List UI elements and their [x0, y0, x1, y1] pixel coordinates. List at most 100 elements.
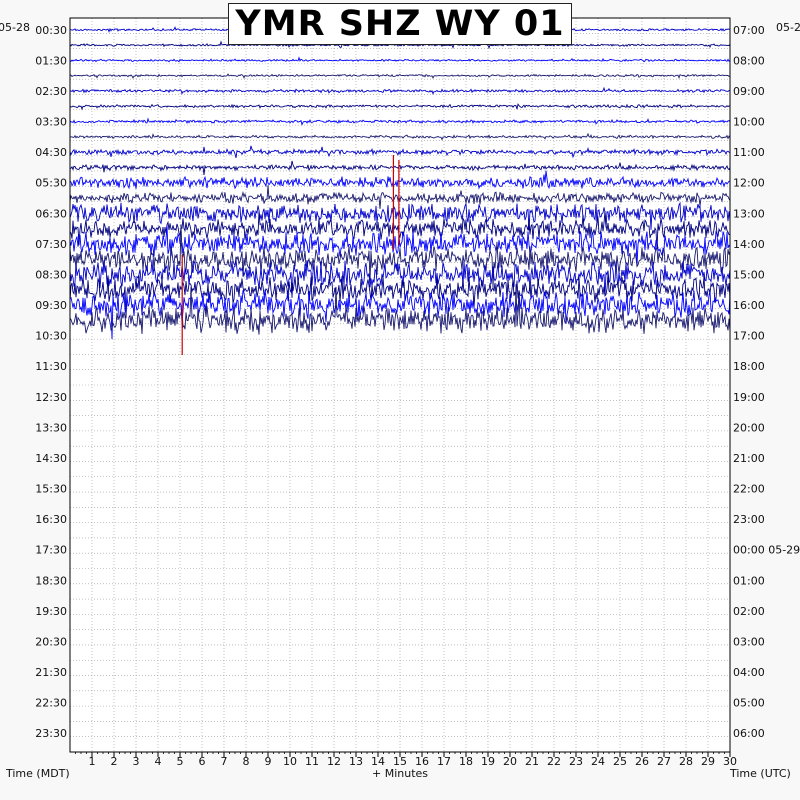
x-tick-label: 7 [221, 755, 228, 768]
right-tick-label: 09:00 [733, 85, 765, 98]
x-tick-label: 30 [723, 755, 737, 768]
left-tick-label: 09:30 [35, 299, 67, 312]
x-tick-label: 1 [89, 755, 96, 768]
x-tick-label: 19 [481, 755, 495, 768]
x-tick-label: 9 [265, 755, 272, 768]
seismic-trace [69, 103, 731, 111]
seismic-trace [69, 284, 731, 335]
left-tick-label: 13:30 [35, 421, 67, 434]
right-tick-label: 02:00 [733, 605, 765, 618]
left-tick-label: 23:30 [35, 727, 67, 740]
x-axis-label: + Minutes [372, 767, 428, 780]
left-tick-label: 05:30 [35, 177, 67, 190]
left-tick-label: 20:30 [35, 635, 67, 648]
right-tick-label: 12:00 [733, 177, 765, 190]
right-tick-label: 13:00 [733, 207, 765, 220]
left-tick-label: 12:30 [35, 391, 67, 404]
x-tick-label: 26 [635, 755, 649, 768]
left-tick-label: 10:30 [35, 330, 67, 343]
seismic-trace [69, 73, 731, 79]
x-tick-label: 23 [569, 755, 583, 768]
left-tick-label: 21:30 [35, 666, 67, 679]
x-tick-label: 8 [243, 755, 250, 768]
x-tick-label: 5 [177, 755, 184, 768]
left-tick-label: 17:30 [35, 544, 67, 557]
right-tick-label: 03:00 [733, 635, 765, 648]
left-tick-label: 04:30 [35, 146, 67, 159]
x-tick-label: 2 [111, 755, 118, 768]
x-tick-label: 11 [305, 755, 319, 768]
right-tick-label: 06:00 [733, 727, 765, 740]
x-tick-label: 24 [591, 755, 605, 768]
x-tick-label: 29 [701, 755, 715, 768]
left-tick-label: 18:30 [35, 574, 67, 587]
x-tick-label: 28 [679, 755, 693, 768]
right-tick-label: 14:00 [733, 238, 765, 251]
seismic-trace [69, 224, 731, 288]
trace-group [69, 26, 731, 355]
right-tick-label: 22:00 [733, 483, 765, 496]
right-tick-label: 11:00 [733, 146, 765, 159]
left-tick-label: 00:30 [35, 24, 67, 37]
x-tick-label: 18 [459, 755, 473, 768]
left-tick-label: 16:30 [35, 513, 67, 526]
seismic-trace [69, 86, 731, 95]
left-tick-label: 02:30 [35, 85, 67, 98]
x-tick-label: 6 [199, 755, 206, 768]
right-tick-label: 21:00 [733, 452, 765, 465]
left-tick-label: 22:30 [35, 697, 67, 710]
left-tick-label: 07:30 [35, 238, 67, 251]
x-tick-label: 22 [547, 755, 561, 768]
x-tick-label: 15 [393, 755, 407, 768]
right-tick-label: 10:00 [733, 116, 765, 129]
seismic-trace [69, 132, 731, 141]
x-tick-label: 16 [415, 755, 429, 768]
right-tick-label: 19:00 [733, 391, 765, 404]
x-tick-label: 25 [613, 755, 627, 768]
left-tick-label: 06:30 [35, 207, 67, 220]
right-tick-label: 16:00 [733, 299, 765, 312]
left-tick-label: 15:30 [35, 483, 67, 496]
right-axis-label: Time (UTC) [729, 767, 791, 780]
left-tick-label: 03:30 [35, 116, 67, 129]
right-tick-label: 15:00 [733, 268, 765, 281]
x-tick-label: 13 [349, 755, 363, 768]
grid-lines [70, 17, 730, 753]
right-tick-label: 05:00 [733, 697, 765, 710]
right-date-label: 05-2 [776, 21, 800, 34]
left-tick-label: 08:30 [35, 268, 67, 281]
x-tick-label: 12 [327, 755, 341, 768]
x-tick-label: 3 [133, 755, 140, 768]
x-tick-label: 21 [525, 755, 539, 768]
left-date-label: 05-28 [0, 21, 30, 34]
x-tick-label: 14 [371, 755, 385, 768]
right-tick-label: 04:00 [733, 666, 765, 679]
x-tick-label: 20 [503, 755, 517, 768]
right-tick-label: 01:00 [733, 574, 765, 587]
seismic-trace [69, 145, 731, 159]
right-tick-label: 18:00 [733, 360, 765, 373]
right-tick-label: 17:00 [733, 330, 765, 343]
x-tick-label: 17 [437, 755, 451, 768]
chart-title: YMR SHZ WY 01 [228, 3, 572, 45]
seismic-trace [69, 40, 731, 50]
right-tick-label: 08:00 [733, 54, 765, 67]
left-axis-label: Time (MDT) [5, 767, 70, 780]
seismic-trace [69, 289, 731, 340]
right-tick-label: 00:00 05-29 [733, 544, 800, 557]
seismic-trace [69, 117, 731, 126]
seismic-trace [69, 259, 731, 298]
seismic-trace [69, 56, 731, 63]
x-tick-label: 27 [657, 755, 671, 768]
right-tick-label: 07:00 [733, 24, 765, 37]
axis-ticks: 1 2 3 4 5 6 7 8 9 10 11 12 13 14 15 16 17 18 19 20 21 22 23 24 2… [35, 24, 800, 768]
right-tick-label: 20:00 [733, 421, 765, 434]
left-tick-label: 19:30 [35, 605, 67, 618]
seismic-trace [69, 274, 731, 319]
left-tick-label: 11:30 [35, 360, 67, 373]
x-tick-label: 4 [155, 755, 162, 768]
left-tick-label: 14:30 [35, 452, 67, 465]
left-tick-label: 01:30 [35, 54, 67, 67]
right-tick-label: 23:00 [733, 513, 765, 526]
